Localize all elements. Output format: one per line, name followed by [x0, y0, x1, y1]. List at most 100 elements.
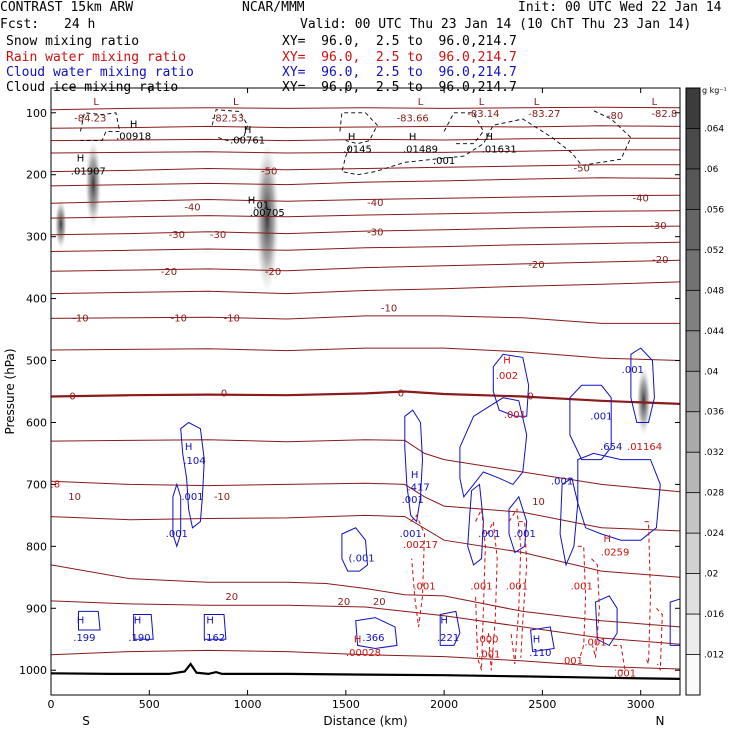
colorbar-bin-13: [686, 128, 700, 169]
contour-label-98: .110: [529, 648, 551, 659]
x-tick-label-1: 500: [139, 698, 160, 711]
temperature-contour-3: [51, 149, 680, 154]
cloud-water-contour-14: [78, 610, 101, 631]
colorbar: .012 .016 .02 .024 .028 .032 .036 .04 .044 .048 .0…: [685, 86, 727, 696]
contour-label-5: -83.66: [397, 113, 429, 124]
terrain-layer: [51, 662, 680, 680]
contour-label-97: H: [533, 634, 541, 645]
contour-label-67: .654: [600, 442, 622, 453]
contour-label-28: H: [248, 196, 256, 207]
contour-label-93: .366: [362, 633, 384, 644]
colorbar-bin-0: [686, 654, 700, 695]
colorbar-bin-2: [686, 573, 700, 615]
cloud-water-contour-0: [180, 421, 205, 529]
colorbar-bin-9: [686, 290, 700, 331]
rain-contour-9: [656, 607, 663, 671]
contour-label-24: H: [77, 154, 85, 165]
x-tick-label-3: 1500: [332, 698, 360, 711]
contour-label-33: -40: [633, 193, 649, 204]
contour-label-6: L: [479, 97, 485, 108]
field-cloud-water-xy: XY= 96.0, 2.5 to 96.0,214.7: [282, 65, 517, 80]
x-tick-label-6: 3000: [627, 698, 655, 711]
temperature-contour-20: [51, 649, 680, 670]
forecast-label: Fcst:: [0, 17, 40, 32]
rain-contour-4: [518, 521, 528, 658]
temperature-contour-9: [51, 241, 680, 252]
contour-label-54: -10: [214, 492, 230, 503]
colorbar-tick-label-9: .048: [704, 286, 724, 296]
contour-annotations: L-84.23L-82.53L-83.66L-83.14L-83.27 -80L-…: [51, 97, 677, 679]
temperature-contours: [51, 106, 680, 670]
contour-label-65: .001: [551, 476, 573, 487]
contour-label-30: .00705: [250, 208, 285, 219]
snow-shade-2: [255, 143, 280, 293]
colorbar-tick-label-11: .056: [704, 205, 724, 215]
x-tick-label-4: 2000: [430, 698, 458, 711]
y-tick-label-8: 900: [26, 602, 47, 615]
colorbar-frame: [685, 87, 701, 696]
colorbar-tick-label-4: .028: [704, 489, 724, 499]
colorbar-tick-label-13: .064: [704, 124, 724, 134]
temperature-contour-14: [51, 390, 680, 405]
temperature-contour-4: [51, 164, 680, 173]
contour-label-79: .001: [478, 650, 500, 661]
rain-contour-5: [577, 545, 587, 658]
contour-label-20: .01489: [403, 144, 438, 155]
temperature-contour-6: [51, 194, 680, 204]
contour-label-69: .001: [622, 365, 644, 376]
contour-label-100: .000: [476, 634, 498, 645]
temperature-contour-7: [51, 210, 680, 219]
cloud-water-contour-16: [203, 614, 227, 640]
cloud-water-contour-11: [630, 347, 655, 423]
contour-label-37: -30: [650, 221, 666, 232]
contour-label-39: -20: [265, 267, 281, 278]
contour-label-7: -83.14: [467, 109, 499, 120]
temperature-contour-13: [51, 347, 680, 361]
cloud-water-contour-15: [133, 614, 154, 640]
contour-label-77: .001: [571, 582, 593, 593]
snow-shade-1: [85, 140, 102, 228]
contour-label-58: .417: [407, 483, 429, 494]
rain-contour-8: [644, 521, 652, 665]
cloud-water-contour-19: [530, 626, 555, 653]
field-rain-xy: XY= 96.0, 2.5 to 96.0,214.7: [282, 50, 517, 65]
contour-label-12: -82.8: [651, 109, 677, 120]
snow-shading-layer: [54, 140, 651, 435]
contour-label-21: H: [486, 132, 494, 143]
contour-label-18: .0145: [343, 144, 372, 155]
y-axis-label: Pressure (hPa): [3, 348, 17, 434]
contour-label-32: -40: [367, 198, 383, 209]
y-tick-label-4: 500: [26, 355, 47, 368]
cloud-water-contour-2: [341, 527, 369, 572]
contour-label-81: .001: [614, 668, 636, 679]
field-snow-name: Snow mixing ratio: [6, 34, 140, 49]
contour-label-83: 20: [338, 597, 351, 608]
contour-label-80: .001: [561, 656, 583, 667]
y-tick-label-9: 1000: [19, 664, 47, 677]
contour-label-85: 20: [225, 592, 238, 603]
cloud-ice-contour-4: [443, 112, 484, 145]
colorbar-bin-4: [686, 492, 700, 534]
colorbar-tick-label-0: .012: [704, 651, 724, 661]
rain-contour-3: [508, 507, 522, 665]
x-end-label-right: N: [656, 714, 665, 728]
field-rain-name: Rain water mixing ratio: [6, 50, 187, 65]
cloud-ice-contours: [80, 109, 632, 176]
temperature-contour-16: [51, 480, 680, 532]
contour-label-2: L: [233, 97, 239, 108]
y-tick-label-6: 700: [26, 478, 47, 491]
x-end-label-left: S: [82, 714, 90, 728]
contour-label-61: .00217: [403, 540, 438, 551]
cloud-water-contour-4: [459, 397, 528, 498]
contour-label-42: -10: [72, 313, 88, 324]
contour-label-57: H: [411, 470, 419, 481]
temperature-contour-0: [51, 106, 680, 111]
contour-label-13: H: [130, 120, 138, 131]
contour-label-59: .001: [402, 495, 424, 506]
contour-label-40: -20: [528, 260, 544, 271]
colorbar-tick-label-12: .06: [704, 165, 719, 175]
y-tick-label-0: 100: [26, 107, 47, 120]
colorbar-tick-label-6: .036: [704, 408, 724, 418]
contour-label-11: L: [652, 97, 658, 108]
